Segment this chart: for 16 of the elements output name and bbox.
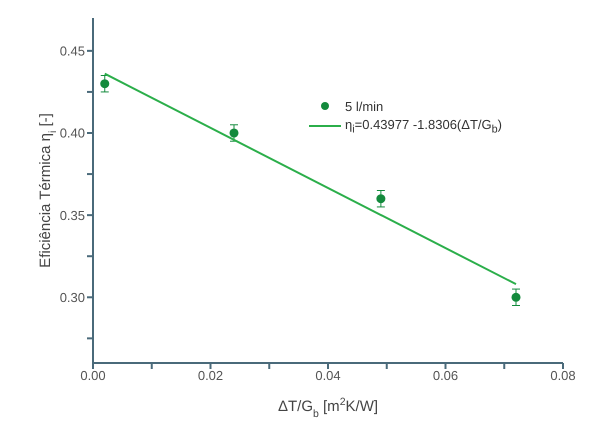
point <box>229 128 239 138</box>
point <box>511 292 521 302</box>
y-tick-label: 0.40 <box>60 126 85 141</box>
y-tick-label: 0.35 <box>60 208 85 223</box>
x-tick-label: 0.08 <box>550 368 576 384</box>
point <box>100 79 110 88</box>
legend-label: 5 l/min <box>345 98 384 114</box>
x-tick-label: 0.06 <box>432 368 458 384</box>
x-tick-label: 0.00 <box>80 368 106 384</box>
point <box>376 194 386 204</box>
y-tick-label: 0.45 <box>60 43 85 58</box>
x-axis-title: ΔT/G$_{b}$ [m$^{2}$K/W] <box>278 396 378 420</box>
y-tick-label: 0.30 <box>60 290 85 305</box>
legend-label: η$_{i}$=0.43977 -1.8306(ΔT/G$_{b}$) <box>345 116 502 136</box>
x-tick-label: 0.04 <box>315 368 341 384</box>
x-tick-label: 0.02 <box>198 368 224 384</box>
